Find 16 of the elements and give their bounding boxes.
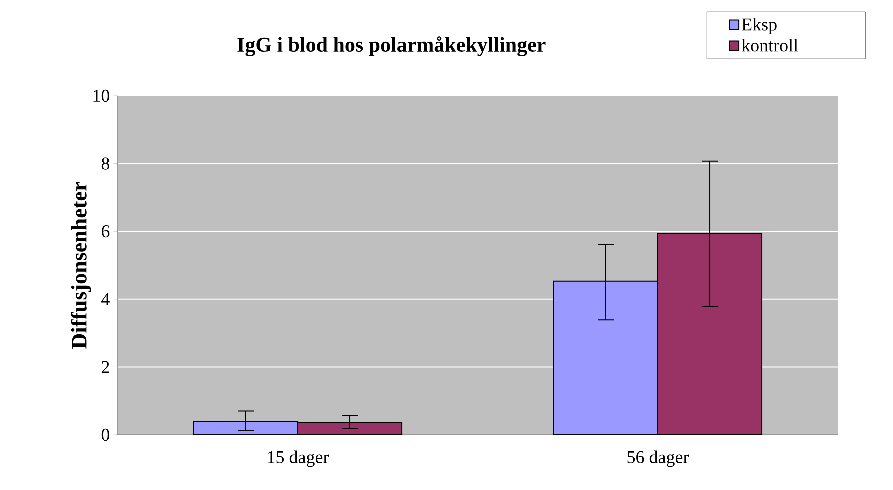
bar: [553, 280, 659, 435]
y-tick-label: 6: [102, 226, 110, 238]
y-axis-title: Diffusjonsenheter: [71, 182, 92, 349]
bar: [298, 422, 402, 435]
bar: [194, 421, 298, 435]
chart-title: IgG i blod hos polarmåkekyllinger: [238, 36, 546, 56]
y-tick-label: 10: [94, 90, 110, 102]
y-tick-label: 8: [102, 158, 110, 170]
y-tick-label: 4: [102, 293, 110, 306]
legend-label: kontroll: [742, 39, 798, 52]
legend-label: Eksp: [742, 18, 777, 34]
y-tick-label: 0: [102, 428, 110, 442]
x-tick-label: 15 dager: [268, 450, 330, 468]
x-tick-label: 56 dager: [628, 450, 690, 468]
bar: [658, 233, 763, 435]
y-tick-label: 2: [102, 361, 110, 374]
